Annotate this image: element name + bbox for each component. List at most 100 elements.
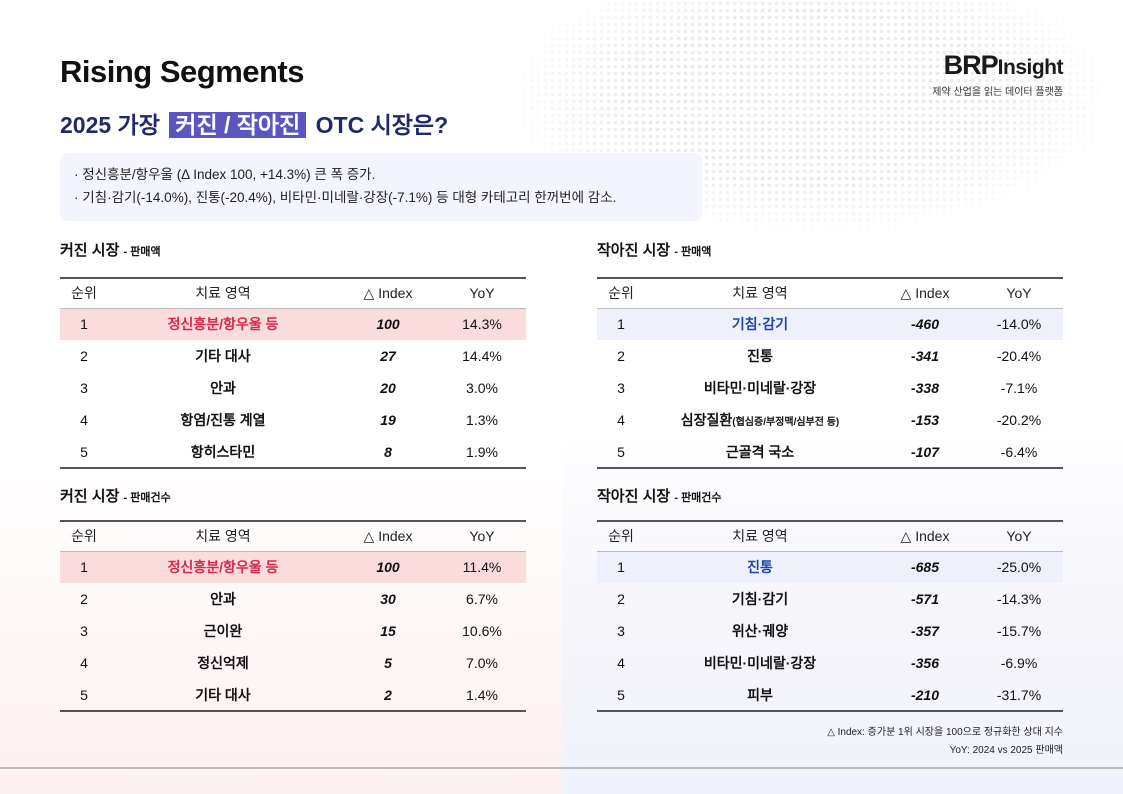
- section-title: 작아진 시장 - 판매건수: [597, 488, 722, 505]
- footnote-yoy: YoY: 2024 vs 2025 판매액: [949, 745, 1063, 756]
- rank-cell: 3: [617, 380, 625, 396]
- table-row: 3 근이완 15 10.6%: [60, 615, 526, 647]
- rank-cell: 2: [617, 591, 625, 607]
- yoy-cell: -6.4%: [1000, 443, 1038, 460]
- yoy-cell: 1.9%: [466, 443, 498, 460]
- index-cell: -210: [910, 686, 940, 703]
- page-title: Rising Segments: [60, 54, 305, 89]
- column-header-area: 치료 영역: [108, 521, 338, 552]
- column-header-rank: 순위: [60, 278, 108, 309]
- column-header-yoy: YoY: [438, 278, 526, 309]
- table-row: 1 기침·감기 -460 -14.0%: [597, 308, 1063, 340]
- column-header-yoy: YoY: [975, 521, 1063, 552]
- page-subtitle: 2025 가장 커진 / 작아진 OTC 시장은?: [60, 106, 448, 140]
- growing-sales-table: 순위 치료 영역 △ Index YoY 1 정신흥분/항우울 등 100 14.3% 2 기타 …: [60, 277, 526, 469]
- index-cell: 100: [376, 559, 400, 576]
- table-row: 2 기침·감기 -571 -14.3%: [597, 583, 1063, 615]
- area-cell: 위산·궤양: [731, 623, 789, 639]
- index-cell: -107: [910, 443, 940, 460]
- column-header-index: △ Index: [875, 521, 975, 552]
- area-cell: 안과: [210, 591, 236, 607]
- area-cell: 피부: [747, 686, 773, 703]
- shrinking-volume-table: 순위 치료 영역 △ Index YoY 1 진통 -685 -25.0% 2 기침·감기 -571…: [597, 520, 1063, 712]
- index-cell: -341: [910, 348, 940, 364]
- index-cell: 27: [380, 348, 396, 364]
- rank-cell: 5: [80, 443, 88, 460]
- header-row: 순위 치료 영역 △ Index YoY: [597, 278, 1063, 309]
- area-cell: 안과: [210, 380, 236, 396]
- table-row: 3 비타민·미네랄·강장 -338 -7.1%: [597, 372, 1063, 404]
- yoy-cell: 14.3%: [462, 316, 502, 333]
- rank-cell: 4: [617, 412, 625, 428]
- yoy-cell: -6.9%: [1000, 655, 1038, 671]
- area-cell: 기타 대사: [195, 686, 251, 703]
- index-cell: -685: [910, 559, 940, 576]
- index-cell: 15: [380, 623, 396, 639]
- index-cell: 19: [380, 412, 396, 428]
- area-cell: 기침·감기: [731, 316, 789, 333]
- table-row: 4 항염/진통 계열 19 1.3%: [60, 404, 526, 436]
- growing-volume-table: 순위 치료 영역 △ Index YoY 1 정신흥분/항우울 등 100 11.4% 2 안과 3…: [60, 520, 526, 712]
- logo-brand: BRP: [943, 50, 999, 80]
- table-row: 2 기타 대사 27 14.4%: [60, 340, 526, 372]
- section-title: 커진 시장 - 판매액: [60, 242, 161, 259]
- area-cell: 기타 대사: [195, 348, 251, 364]
- yoy-cell: 6.7%: [466, 591, 498, 607]
- rank-cell: 4: [80, 655, 88, 671]
- index-cell: 100: [376, 316, 400, 333]
- area-cell: 근골격 국소: [725, 443, 795, 460]
- section-title: 작아진 시장 - 판매액: [597, 242, 712, 259]
- column-header-rank: 순위: [597, 278, 645, 309]
- yoy-cell: 1.4%: [466, 686, 498, 703]
- logo-tagline: 제약 산업을 읽는 데이터 플랫폼: [932, 87, 1063, 98]
- footnotes: △ Index: 증가분 1위 시장을 100으로 정규화한 상대 지수 YoY…: [827, 724, 1063, 760]
- column-header-area: 치료 영역: [645, 278, 875, 309]
- rank-cell: 5: [617, 443, 625, 460]
- yoy-cell: 7.0%: [466, 655, 498, 671]
- column-header-area: 치료 영역: [645, 521, 875, 552]
- subtitle-highlight: 커진 / 작아진: [169, 112, 307, 138]
- summary-line: · 기침·감기(-14.0%), 진통(-20.4%), 비타민·미네랄·강장(…: [74, 190, 617, 205]
- table-row: 2 안과 30 6.7%: [60, 583, 526, 615]
- area-cell: 비타민·미네랄·강장: [703, 380, 817, 396]
- table-row: 1 정신흥분/항우울 등 100 11.4%: [60, 551, 526, 583]
- index-cell: -460: [910, 316, 940, 333]
- rank-cell: 1: [617, 316, 625, 333]
- area-cell: 정신흥분/항우울 등: [167, 316, 279, 333]
- yoy-cell: -14.3%: [996, 591, 1042, 607]
- table-row: 3 위산·궤양 -357 -15.7%: [597, 615, 1063, 647]
- logo-brand-sub: Insight: [997, 56, 1064, 79]
- index-cell: 2: [384, 686, 392, 703]
- header-row: 순위 치료 영역 △ Index YoY: [60, 278, 526, 309]
- yoy-cell: 14.4%: [462, 348, 502, 364]
- column-header-rank: 순위: [597, 521, 645, 552]
- column-header-index: △ Index: [875, 278, 975, 309]
- yoy-cell: -31.7%: [996, 686, 1042, 703]
- yoy-cell: -7.1%: [1000, 380, 1038, 396]
- header-row: 순위 치료 영역 △ Index YoY: [60, 521, 526, 552]
- rank-cell: 2: [80, 591, 88, 607]
- yoy-cell: 11.4%: [462, 559, 502, 576]
- index-cell: 20: [380, 380, 396, 396]
- rank-cell: 1: [617, 559, 625, 576]
- section-title: 커진 시장 - 판매건수: [60, 488, 171, 505]
- subtitle-pre: 2025 가장: [60, 112, 160, 138]
- header-row: 순위 치료 영역 △ Index YoY: [597, 521, 1063, 552]
- index-cell: 8: [384, 443, 392, 460]
- column-header-index: △ Index: [338, 521, 438, 552]
- yoy-cell: -25.0%: [996, 559, 1042, 576]
- rank-cell: 2: [80, 348, 88, 364]
- area-cell: 심장질환(협심증/부정맥/심부전 등): [680, 412, 840, 428]
- shrinking-sales-table: 순위 치료 영역 △ Index YoY 1 기침·감기 -460 -14.0% 2 진통 -341…: [597, 277, 1063, 469]
- yoy-cell: 3.0%: [466, 380, 498, 396]
- rank-cell: 5: [80, 686, 88, 703]
- area-cell: 항염/진통 계열: [180, 412, 266, 428]
- column-header-index: △ Index: [338, 278, 438, 309]
- footnote-index: △ Index: 증가분 1위 시장을 100으로 정규화한 상대 지수: [827, 727, 1063, 738]
- index-cell: -357: [910, 623, 940, 639]
- rank-cell: 3: [80, 623, 88, 639]
- index-cell: 30: [380, 591, 396, 607]
- column-header-yoy: YoY: [975, 278, 1063, 309]
- table-row: 2 진통 -341 -20.4%: [597, 340, 1063, 372]
- index-cell: -356: [910, 655, 940, 671]
